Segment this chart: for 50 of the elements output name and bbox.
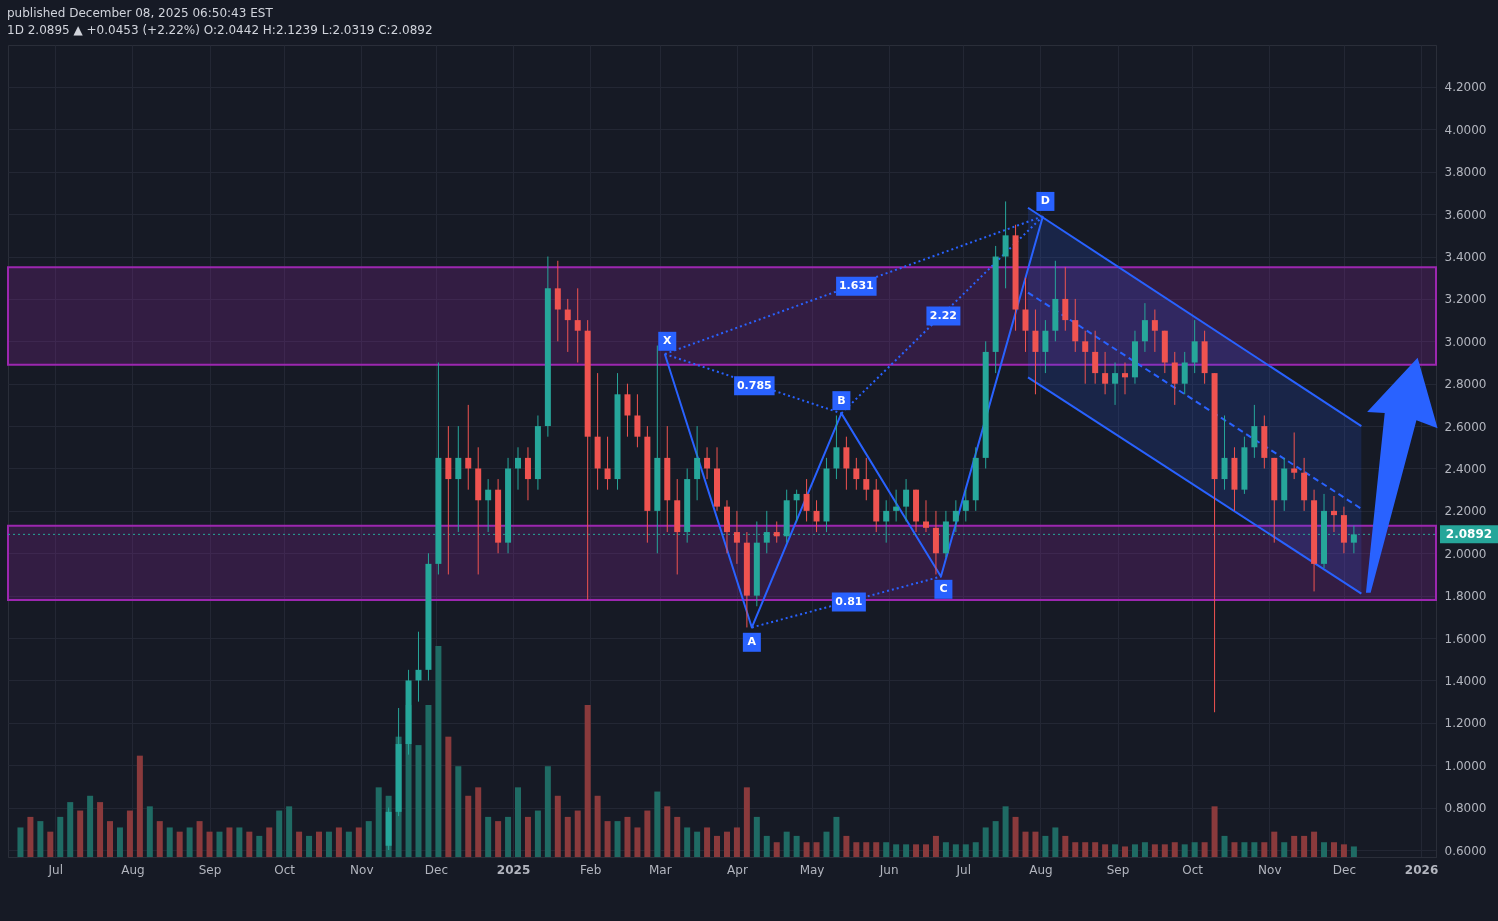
y-tick-label: 1.4000: [1444, 673, 1487, 688]
x-tick-label: Sep: [198, 862, 222, 877]
annotation: 1.631: [838, 279, 874, 293]
x-tick-label: May: [799, 862, 825, 877]
x-tick-label: Jul: [47, 862, 64, 877]
x-tick-label: 2026: [1404, 862, 1439, 877]
y-tick-label: 2.0000: [1444, 546, 1487, 561]
y-tick-label: 4.0000: [1444, 122, 1487, 137]
annotation: C: [939, 582, 948, 596]
x-tick-label: Apr: [727, 862, 748, 877]
chart-subtitle: 1D 2.0895 ▲ +0.0453 (+2.22%) O:2.0442 H:2.1239 L:2.0319 C:2.0892: [7, 23, 433, 37]
x-tick-label: Nov: [350, 862, 374, 877]
y-tick-label: 2.2000: [1444, 504, 1487, 519]
x-tick-label: Sep: [1106, 862, 1130, 877]
annotation: D: [1040, 194, 1050, 208]
y-tick-label: 3.4000: [1444, 250, 1487, 265]
y-tick-label: 1.0000: [1444, 758, 1487, 773]
chart-title: published December 08, 2025 06:50:43 EST: [7, 6, 274, 20]
annotation: A: [747, 635, 757, 649]
x-tick-label: 2025: [496, 862, 531, 877]
y-tick-label: 3.0000: [1444, 334, 1487, 349]
y-tick-label: 3.2000: [1444, 292, 1487, 307]
y-tick-label: 2.4000: [1444, 461, 1487, 476]
y-tick-label: 4.2000: [1444, 80, 1487, 95]
annotation: 2.22: [929, 308, 957, 322]
annotation: X: [663, 334, 673, 348]
y-tick-label: 2.8000: [1444, 377, 1487, 392]
x-tick-label: Oct: [274, 862, 296, 877]
x-tick-label: Dec: [1332, 862, 1357, 877]
x-tick-label: Aug: [121, 862, 145, 877]
x-tick-label: Jun: [878, 862, 899, 877]
annotation: 0.81: [835, 595, 863, 609]
annotation: B: [837, 393, 846, 407]
y-tick-label: 3.6000: [1444, 207, 1487, 222]
y-tick-label: 1.2000: [1444, 716, 1487, 731]
x-tick-label: Feb: [580, 862, 602, 877]
x-tick-label: Nov: [1258, 862, 1282, 877]
y-tick-label: 3.8000: [1444, 165, 1487, 180]
y-tick-label: 1.6000: [1444, 631, 1487, 646]
x-tick-label: Oct: [1182, 862, 1204, 877]
y-tick-label: 2.6000: [1444, 419, 1487, 434]
x-tick-label: Dec: [424, 862, 449, 877]
x-tick-label: Mar: [648, 862, 672, 877]
y-tick-label: 0.8000: [1444, 801, 1487, 816]
x-tick-label: Jul: [955, 862, 972, 877]
y-tick-label: 0.6000: [1444, 843, 1487, 858]
ref-line-label: 2.0892: [1445, 527, 1493, 542]
annotation: 0.785: [736, 378, 772, 392]
y-tick-label: 1.8000: [1444, 589, 1487, 604]
x-tick-label: Aug: [1029, 862, 1053, 877]
